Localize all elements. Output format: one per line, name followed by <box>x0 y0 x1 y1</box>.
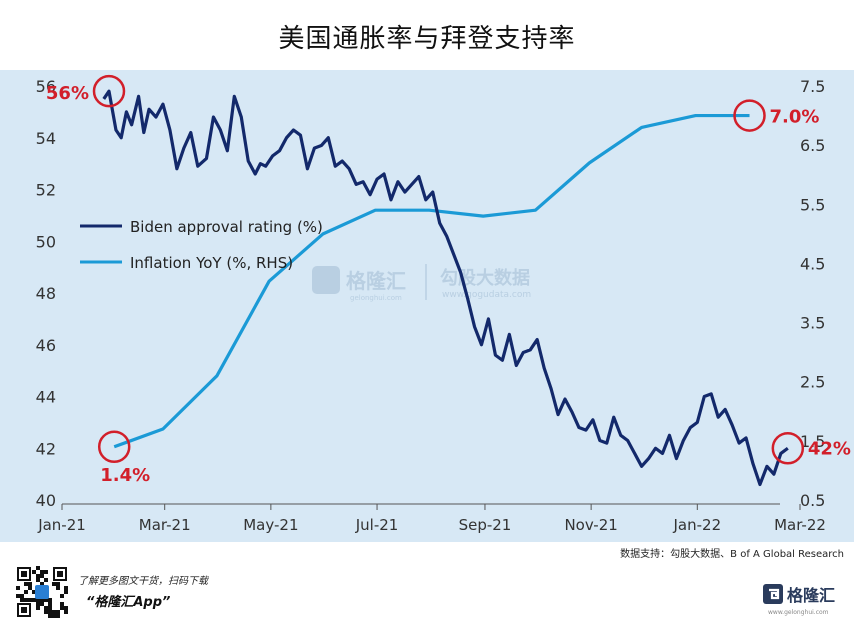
highlight-circle <box>92 74 126 108</box>
annotation-label: 7.0% <box>770 107 820 128</box>
approval-line <box>102 89 789 487</box>
watermark-logo-icon <box>312 266 340 294</box>
y-left-tick-label: 52 <box>36 181 56 200</box>
y-right-tick-label: 7.5 <box>800 77 825 96</box>
x-tick-label: Nov-21 <box>564 516 617 534</box>
x-tick-label: Mar-22 <box>774 516 826 534</box>
footer: 了解更多图文干货，扫码下载 “格隆汇App” 格隆汇 www.gelonghui… <box>0 558 854 634</box>
watermark-url-right: www.gogudata.com <box>442 290 531 300</box>
y-right-tick-label: 6.5 <box>800 136 825 155</box>
x-tick-label: Mar-21 <box>139 516 191 534</box>
annotation-label: 42% <box>808 438 851 459</box>
qr-code-icon <box>16 566 68 618</box>
plot-background <box>0 70 854 542</box>
annotations: 56% 42% 1.4% 7.0% <box>46 74 851 486</box>
x-tick-label: May-21 <box>243 516 298 534</box>
y-left-tick-label: 46 <box>36 336 56 355</box>
y-right-tick-label: 0.5 <box>800 491 825 510</box>
y-left-tick-label: 50 <box>36 232 56 251</box>
y-right-tick-label: 3.5 <box>800 314 825 333</box>
x-tick-label: Jan-21 <box>37 516 86 534</box>
x-tick-label: Sep-21 <box>459 516 512 534</box>
y-left-tick-label: 48 <box>36 284 56 303</box>
x-tick-label: Jul-21 <box>355 516 399 534</box>
highlight-circle <box>771 432 805 465</box>
y-right-tick-label: 5.5 <box>800 195 825 214</box>
highlight-circle <box>97 430 131 464</box>
y-right-tick-label: 1.5 <box>800 432 825 451</box>
x-axis: Jan-21 Mar-21 May-21 Jul-21 Sep-21 Nov-21 Jan-… <box>37 503 826 534</box>
y-left-tick-label: 44 <box>36 388 56 407</box>
y-right-tick-label: 2.5 <box>800 373 825 392</box>
left-axis: 40 42 44 46 48 50 52 54 56 <box>36 77 56 510</box>
y-left-tick-label: 42 <box>36 439 56 458</box>
brand-url: www.gelonghui.com <box>768 609 829 616</box>
x-tick-label: Jan-22 <box>672 516 721 534</box>
y-right-tick-label: 4.5 <box>800 254 825 273</box>
annotation-label: 56% <box>46 83 89 104</box>
source-note: 数据支持：勾股大数据、B of A Global Research <box>620 549 844 560</box>
right-axis: 0.5 1.5 2.5 3.5 4.5 5.5 6.5 7.5 <box>800 77 825 510</box>
chart-title: 美国通胀率与拜登支持率 <box>278 24 576 54</box>
brand-name: 格隆汇 <box>787 586 835 605</box>
footer-app-name: “格隆汇App” <box>86 595 171 610</box>
footer-promo-text: 了解更多图文干货，扫码下载 <box>78 576 208 587</box>
series-lines <box>102 89 789 487</box>
watermark-url-left: gelonghui.com <box>350 294 402 302</box>
y-left-tick-label: 56 <box>36 77 56 96</box>
y-left-tick-label: 40 <box>36 491 56 510</box>
highlight-circle <box>733 99 766 132</box>
watermark-name-left: 格隆汇 <box>346 269 406 293</box>
legend-label-inflation: Inflation YoY (%, RHS) <box>130 254 293 272</box>
inflation-line <box>113 113 750 449</box>
legend-label-approval: Biden approval rating (%) <box>130 218 323 236</box>
brand-logo-icon: 格隆汇 <box>763 584 835 605</box>
watermark-name-right: 勾股大数据 <box>440 267 530 289</box>
legend: Biden approval rating (%) Inflation YoY (… <box>80 218 323 272</box>
annotation-label: 1.4% <box>100 465 150 486</box>
y-left-tick-label: 54 <box>36 129 56 148</box>
